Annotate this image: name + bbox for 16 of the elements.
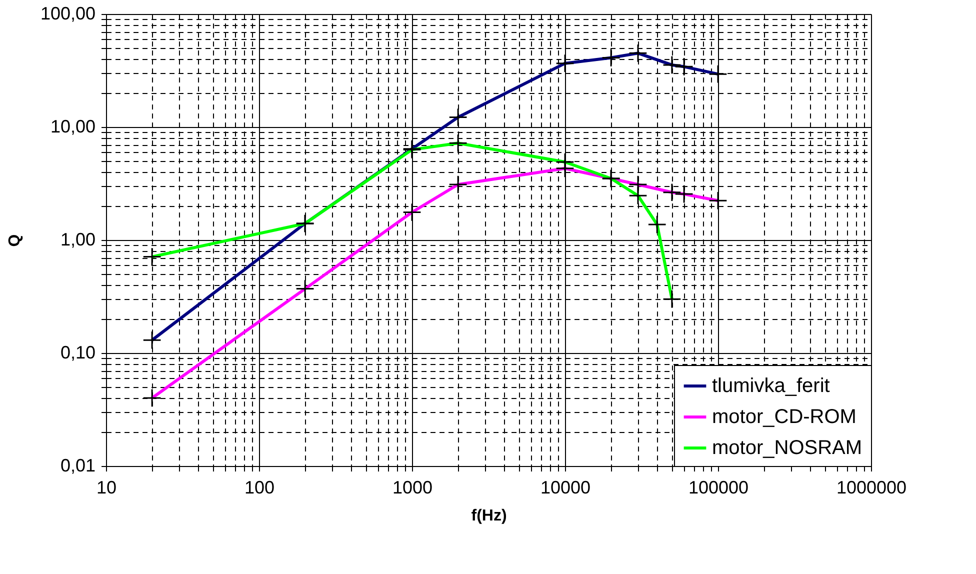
x-axis-title: f(Hz) xyxy=(471,508,507,524)
y-tick-label: 0,01 xyxy=(60,456,96,476)
legend-label: tlumivka_ferit xyxy=(712,375,830,397)
legend-label: motor_CD-ROM xyxy=(712,406,856,428)
y-tick-label: 0,10 xyxy=(60,342,96,362)
y-tick-label: 10,00 xyxy=(50,116,96,136)
x-tick-label: 10 xyxy=(96,478,117,498)
x-tick-label: 100000 xyxy=(688,478,749,498)
y-tick-label: 1,00 xyxy=(60,230,96,250)
x-tick-label: 100 xyxy=(244,478,275,498)
y-tick-label: 100,00 xyxy=(40,4,96,24)
x-tick-label: 1000 xyxy=(392,478,433,498)
y-axis-title: Q xyxy=(6,234,24,247)
legend-label: motor_NOSRAM xyxy=(712,437,862,459)
x-tick-label: 10000 xyxy=(540,478,591,498)
x-tick-label: 1000000 xyxy=(836,478,907,498)
